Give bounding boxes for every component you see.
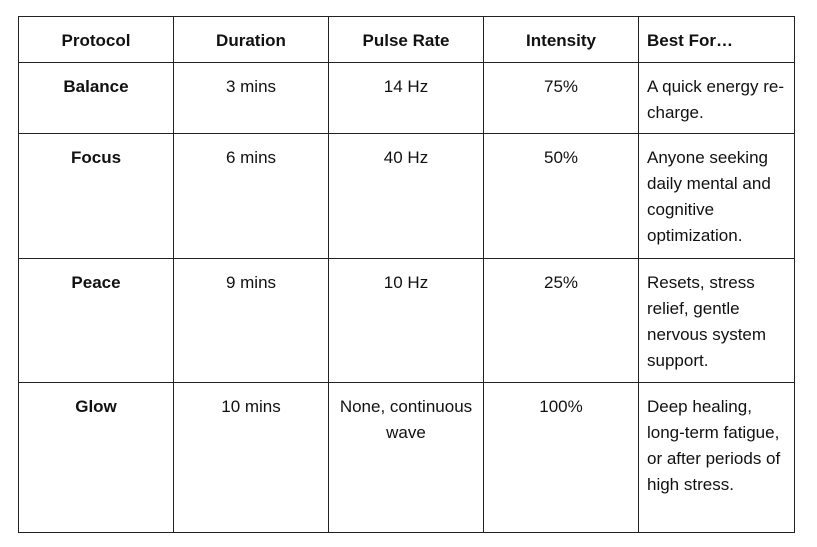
header-best-for: Best For…: [638, 16, 795, 63]
protocol-cell: Balance: [18, 62, 174, 134]
pulse-rate-cell: 40 Hz: [328, 133, 484, 259]
duration-cell: 3 mins: [173, 62, 329, 134]
duration-cell: 6 mins: [173, 133, 329, 259]
best-for-cell: Deep healing, long-term fatigue, or afte…: [638, 382, 795, 533]
intensity-cell: 100%: [483, 382, 639, 533]
pulse-rate-cell: 10 Hz: [328, 258, 484, 383]
table-header-row: Protocol Duration Pulse Rate Intensity B…: [18, 16, 795, 63]
best-for-cell: Anyone seeking daily mental and cognitiv…: [638, 133, 795, 259]
duration-cell: 9 mins: [173, 258, 329, 383]
header-intensity: Intensity: [483, 16, 639, 63]
header-protocol: Protocol: [18, 16, 174, 63]
protocol-cell: Glow: [18, 382, 174, 533]
pulse-rate-cell: None, continuous wave: [328, 382, 484, 533]
table-row: Peace 9 mins 10 Hz 25% Resets, stress re…: [18, 258, 795, 383]
best-for-cell: A quick energy re-charge.: [638, 62, 795, 134]
protocol-table: Protocol Duration Pulse Rate Intensity B…: [18, 16, 795, 533]
header-pulse-rate: Pulse Rate: [328, 16, 484, 63]
protocol-cell: Focus: [18, 133, 174, 259]
duration-cell: 10 mins: [173, 382, 329, 533]
table-row: Glow 10 mins None, continuous wave 100% …: [18, 382, 795, 533]
intensity-cell: 75%: [483, 62, 639, 134]
header-duration: Duration: [173, 16, 329, 63]
best-for-cell: Resets, stress relief, gentle nervous sy…: [638, 258, 795, 383]
table-row: Balance 3 mins 14 Hz 75% A quick energy …: [18, 62, 795, 134]
protocol-cell: Peace: [18, 258, 174, 383]
intensity-cell: 50%: [483, 133, 639, 259]
intensity-cell: 25%: [483, 258, 639, 383]
pulse-rate-cell: 14 Hz: [328, 62, 484, 134]
table-row: Focus 6 mins 40 Hz 50% Anyone seeking da…: [18, 133, 795, 259]
